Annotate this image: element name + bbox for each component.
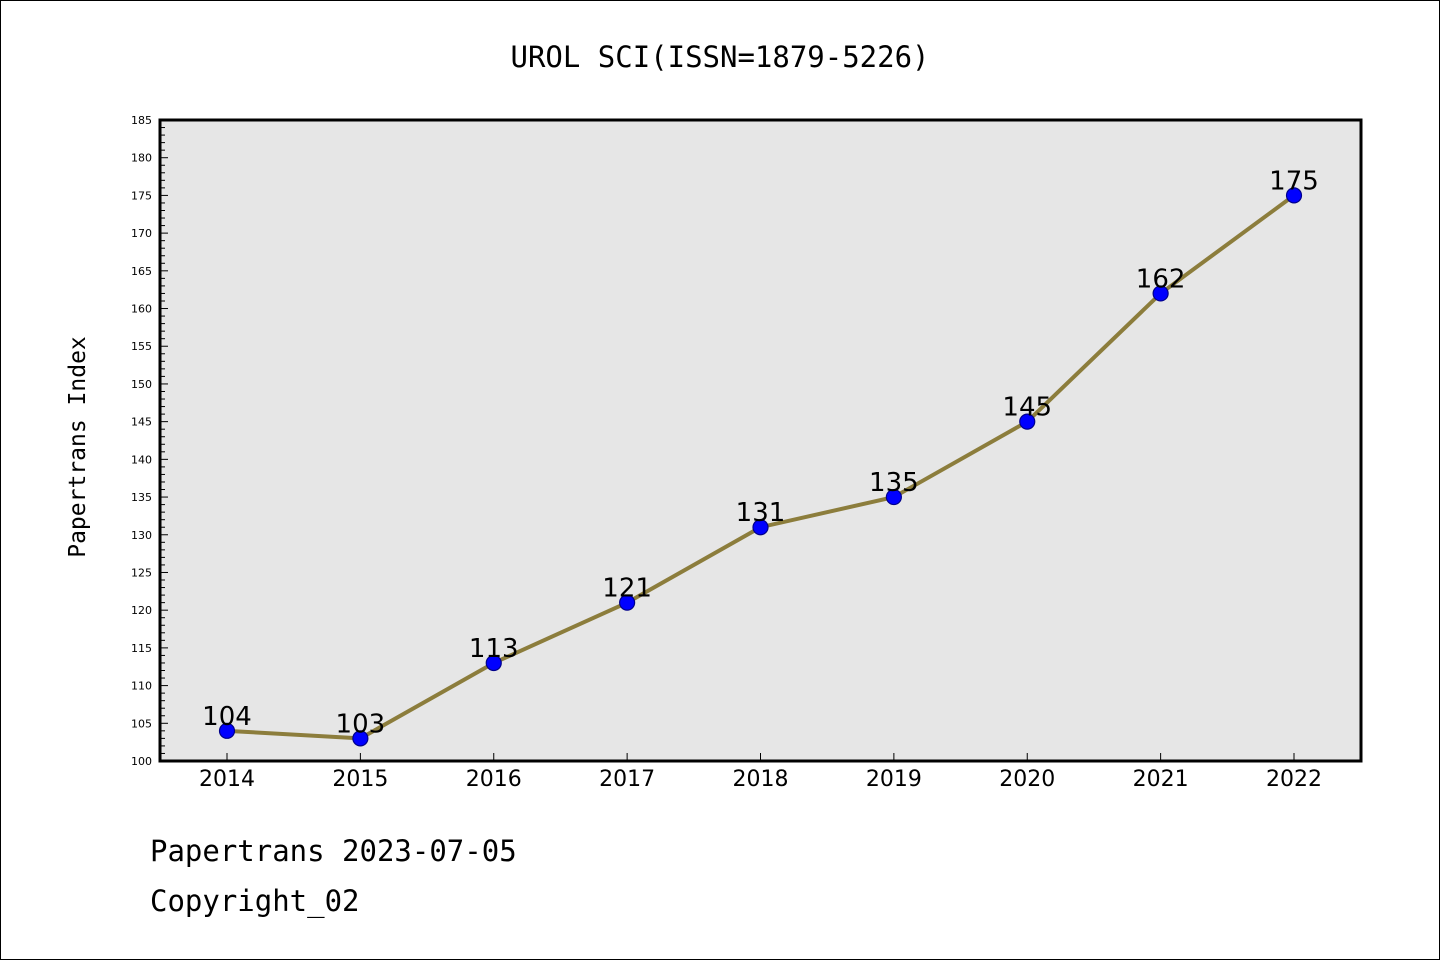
y-tick-label: 175 — [131, 189, 152, 202]
y-tick-label: 155 — [131, 340, 152, 353]
data-label: 162 — [1136, 264, 1186, 294]
x-tick-label: 2017 — [599, 767, 655, 792]
y-tick-label: 115 — [131, 642, 152, 655]
y-tick-label: 120 — [131, 604, 152, 617]
data-point — [1285, 187, 1303, 204]
data-markers — [218, 187, 1303, 747]
y-tick-label: 150 — [131, 378, 152, 391]
x-tick-label: 2020 — [999, 767, 1055, 792]
data-label: 145 — [1002, 393, 1052, 423]
y-tick-label: 145 — [131, 416, 152, 429]
data-point — [485, 654, 502, 672]
data-point — [1152, 285, 1169, 302]
data-label: 175 — [1269, 166, 1319, 196]
x-tick-label: 2019 — [866, 767, 922, 792]
data-labels: 104 103 113 121 131 135 145 162 175 — [202, 166, 1319, 739]
y-tick-label: 135 — [131, 491, 152, 504]
data-label: 131 — [736, 498, 786, 528]
data-point — [752, 519, 769, 536]
x-tick-label: 2018 — [733, 767, 789, 792]
x-tick-label: 2022 — [1266, 767, 1322, 792]
y-axis-ticks: 100 105 110 115 120 125 130 135 140 145 150 155 160 1… — [131, 114, 168, 768]
y-tick-label: 185 — [131, 114, 152, 127]
data-point — [619, 594, 636, 611]
x-tick-label: 2021 — [1133, 767, 1189, 792]
data-label: 121 — [602, 574, 652, 604]
y-tick-label: 130 — [131, 529, 152, 542]
y-tick-label: 160 — [131, 303, 152, 316]
x-tick-label: 2015 — [332, 767, 388, 792]
footer-copyright: Copyright_02 — [150, 884, 360, 918]
data-point — [885, 488, 902, 506]
data-point — [352, 730, 369, 747]
y-axis-label: Papertrans Index — [65, 336, 91, 558]
data-label: 103 — [336, 709, 386, 739]
y-tick-label: 125 — [131, 566, 152, 579]
data-point — [218, 722, 236, 739]
y-tick-label: 100 — [131, 755, 152, 768]
data-label: 113 — [469, 634, 519, 664]
y-tick-label: 180 — [131, 152, 152, 165]
x-tick-label: 2016 — [466, 767, 522, 792]
chart-title: UROL SCI(ISSN=1879-5226) — [510, 40, 929, 74]
y-tick-label: 110 — [131, 680, 152, 693]
y-tick-label: 170 — [131, 227, 152, 240]
data-label: 135 — [869, 468, 919, 498]
data-point — [1019, 413, 1036, 430]
footer-date: Papertrans 2023-07-05 — [150, 834, 517, 868]
x-tick-label: 2014 — [199, 767, 255, 792]
y-tick-label: 105 — [131, 717, 152, 730]
y-tick-label: 140 — [131, 453, 152, 466]
data-label: 104 — [202, 702, 252, 732]
y-tick-label: 165 — [131, 265, 152, 278]
x-axis-ticks: 2014 2015 2016 2017 2018 2019 2020 2021 2022 — [199, 753, 1322, 792]
plot-area — [158, 118, 1363, 763]
